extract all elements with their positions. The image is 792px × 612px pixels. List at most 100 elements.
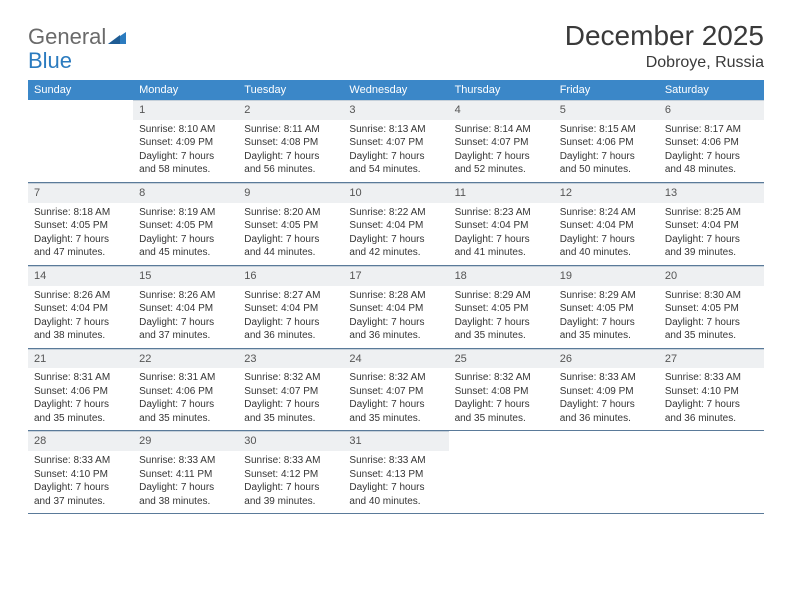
day-body: Sunrise: 8:13 AMSunset: 4:07 PMDaylight:… [343, 120, 448, 182]
day-cell: 13Sunrise: 8:25 AMSunset: 4:04 PMDayligh… [659, 182, 764, 265]
day-line: Sunrise: 8:33 AM [244, 454, 337, 468]
day-line: Sunset: 4:05 PM [665, 302, 758, 316]
day-line: Daylight: 7 hours and 38 minutes. [139, 481, 232, 508]
day-header-sun: Sunday [28, 80, 133, 100]
day-cell: 19Sunrise: 8:29 AMSunset: 4:05 PMDayligh… [554, 265, 659, 348]
day-line: Sunrise: 8:30 AM [665, 289, 758, 303]
day-line: Sunrise: 8:33 AM [665, 371, 758, 385]
day-line: Sunset: 4:05 PM [560, 302, 653, 316]
day-line: Daylight: 7 hours and 54 minutes. [349, 150, 442, 177]
day-line: Sunrise: 8:18 AM [34, 206, 127, 220]
day-number: 9 [238, 183, 343, 203]
day-header-row: Sunday Monday Tuesday Wednesday Thursday… [28, 80, 764, 100]
day-number: 12 [554, 183, 659, 203]
day-line: Daylight: 7 hours and 39 minutes. [665, 233, 758, 260]
calendar-table: Sunday Monday Tuesday Wednesday Thursday… [28, 80, 764, 514]
day-cell: 29Sunrise: 8:33 AMSunset: 4:11 PMDayligh… [133, 431, 238, 514]
day-line: Sunset: 4:08 PM [455, 385, 548, 399]
day-body: Sunrise: 8:17 AMSunset: 4:06 PMDaylight:… [659, 120, 764, 182]
day-line: Sunset: 4:05 PM [455, 302, 548, 316]
day-line: Sunset: 4:08 PM [244, 136, 337, 150]
day-number: 1 [133, 100, 238, 120]
day-line: Sunset: 4:04 PM [139, 302, 232, 316]
day-line: Daylight: 7 hours and 50 minutes. [560, 150, 653, 177]
day-number: 3 [343, 100, 448, 120]
day-number: 28 [28, 431, 133, 451]
day-number: 31 [343, 431, 448, 451]
day-line: Sunrise: 8:17 AM [665, 123, 758, 137]
day-cell: 1Sunrise: 8:10 AMSunset: 4:09 PMDaylight… [133, 100, 238, 182]
day-body: Sunrise: 8:10 AMSunset: 4:09 PMDaylight:… [133, 120, 238, 182]
day-line: Sunset: 4:04 PM [560, 219, 653, 233]
day-line: Sunset: 4:07 PM [349, 385, 442, 399]
day-line: Daylight: 7 hours and 37 minutes. [139, 316, 232, 343]
day-line: Sunset: 4:06 PM [560, 136, 653, 150]
day-number: 11 [449, 183, 554, 203]
day-body: Sunrise: 8:28 AMSunset: 4:04 PMDaylight:… [343, 286, 448, 348]
day-body: Sunrise: 8:22 AMSunset: 4:04 PMDaylight:… [343, 203, 448, 265]
day-line: Daylight: 7 hours and 40 minutes. [560, 233, 653, 260]
day-line: Daylight: 7 hours and 35 minutes. [34, 398, 127, 425]
day-line: Sunrise: 8:11 AM [244, 123, 337, 137]
day-header-wed: Wednesday [343, 80, 448, 100]
day-number: 2 [238, 100, 343, 120]
day-number: 30 [238, 431, 343, 451]
day-cell [449, 431, 554, 514]
day-line: Daylight: 7 hours and 35 minutes. [560, 316, 653, 343]
day-line: Daylight: 7 hours and 35 minutes. [244, 398, 337, 425]
day-cell: 14Sunrise: 8:26 AMSunset: 4:04 PMDayligh… [28, 265, 133, 348]
day-line: Sunrise: 8:33 AM [349, 454, 442, 468]
day-line: Daylight: 7 hours and 38 minutes. [34, 316, 127, 343]
day-body [659, 435, 764, 443]
location-label: Dobroye, Russia [565, 54, 764, 72]
day-line: Sunrise: 8:28 AM [349, 289, 442, 303]
day-line: Sunrise: 8:33 AM [139, 454, 232, 468]
day-line: Sunrise: 8:26 AM [139, 289, 232, 303]
day-header-sat: Saturday [659, 80, 764, 100]
day-line: Daylight: 7 hours and 44 minutes. [244, 233, 337, 260]
day-number: 22 [133, 349, 238, 369]
day-line: Sunrise: 8:13 AM [349, 123, 442, 137]
day-cell: 26Sunrise: 8:33 AMSunset: 4:09 PMDayligh… [554, 348, 659, 431]
day-body: Sunrise: 8:24 AMSunset: 4:04 PMDaylight:… [554, 203, 659, 265]
day-number: 21 [28, 349, 133, 369]
day-line: Sunrise: 8:26 AM [34, 289, 127, 303]
day-line: Daylight: 7 hours and 56 minutes. [244, 150, 337, 177]
day-line: Sunset: 4:12 PM [244, 468, 337, 482]
day-cell: 30Sunrise: 8:33 AMSunset: 4:12 PMDayligh… [238, 431, 343, 514]
day-header-thu: Thursday [449, 80, 554, 100]
day-body: Sunrise: 8:33 AMSunset: 4:11 PMDaylight:… [133, 451, 238, 513]
day-number: 16 [238, 266, 343, 286]
day-line: Sunrise: 8:32 AM [244, 371, 337, 385]
day-line: Sunset: 4:06 PM [34, 385, 127, 399]
day-line: Sunrise: 8:32 AM [349, 371, 442, 385]
day-line: Sunrise: 8:14 AM [455, 123, 548, 137]
logo: General [28, 24, 128, 50]
day-number: 7 [28, 183, 133, 203]
day-body: Sunrise: 8:25 AMSunset: 4:04 PMDaylight:… [659, 203, 764, 265]
day-line: Sunset: 4:05 PM [34, 219, 127, 233]
day-line: Sunrise: 8:23 AM [455, 206, 548, 220]
day-body: Sunrise: 8:33 AMSunset: 4:10 PMDaylight:… [28, 451, 133, 513]
day-line: Daylight: 7 hours and 35 minutes. [349, 398, 442, 425]
day-cell [659, 431, 764, 514]
week-row: 14Sunrise: 8:26 AMSunset: 4:04 PMDayligh… [28, 265, 764, 348]
month-title: December 2025 [565, 20, 764, 52]
day-line: Sunset: 4:13 PM [349, 468, 442, 482]
day-cell [28, 100, 133, 182]
day-number: 24 [343, 349, 448, 369]
day-line: Daylight: 7 hours and 36 minutes. [349, 316, 442, 343]
day-line: Sunrise: 8:15 AM [560, 123, 653, 137]
day-cell: 18Sunrise: 8:29 AMSunset: 4:05 PMDayligh… [449, 265, 554, 348]
day-cell: 25Sunrise: 8:32 AMSunset: 4:08 PMDayligh… [449, 348, 554, 431]
day-line: Daylight: 7 hours and 36 minutes. [665, 398, 758, 425]
day-cell: 24 Sunrise: 8:32 AMSunset: 4:07 PMDayligh… [343, 348, 448, 431]
day-body: Sunrise: 8:19 AMSunset: 4:05 PMDaylight:… [133, 203, 238, 265]
day-cell: 28Sunrise: 8:33 AMSunset: 4:10 PMDayligh… [28, 431, 133, 514]
day-line: Daylight: 7 hours and 35 minutes. [455, 398, 548, 425]
logo-text-2: Blue [28, 48, 72, 73]
day-line: Sunset: 4:04 PM [349, 219, 442, 233]
day-body: Sunrise: 8:26 AMSunset: 4:04 PMDaylight:… [133, 286, 238, 348]
day-body: Sunrise: 8:32 AMSunset: 4:07 PMDaylight:… [238, 368, 343, 430]
week-row: 1Sunrise: 8:10 AMSunset: 4:09 PMDaylight… [28, 100, 764, 182]
